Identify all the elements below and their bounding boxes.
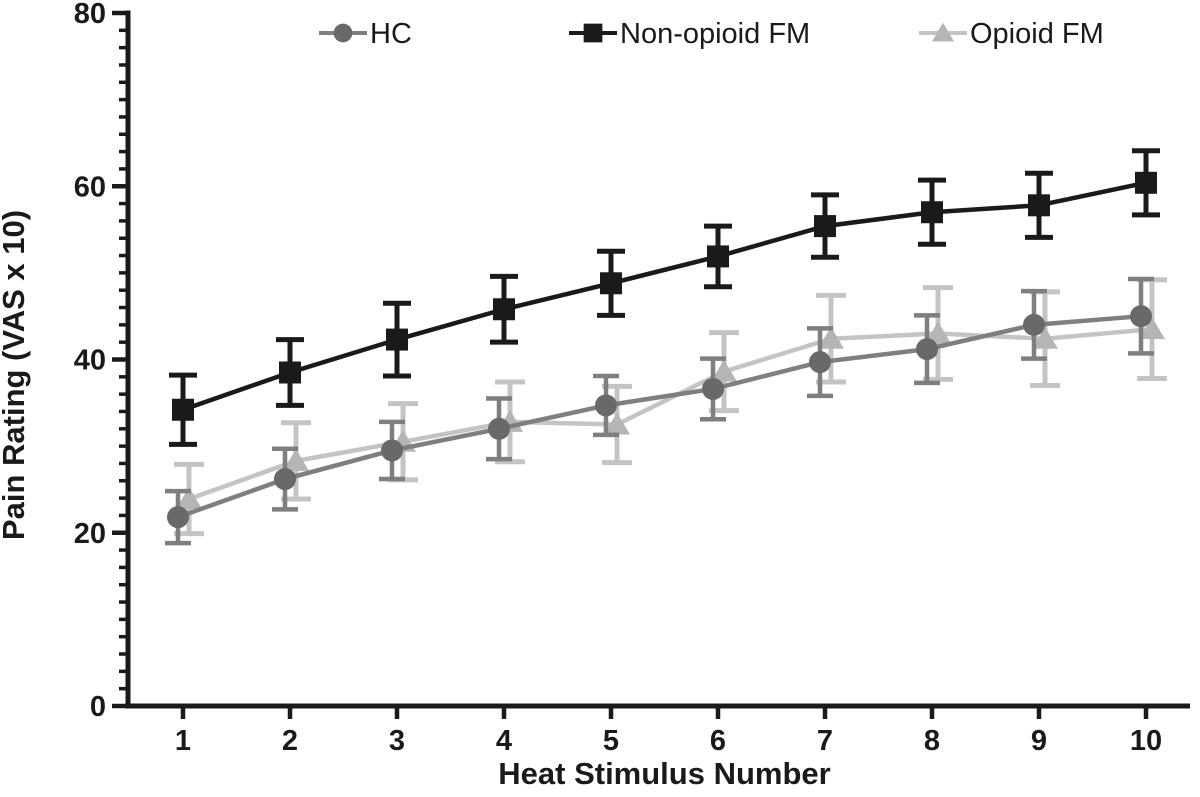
axes: 0 20 40 60 80 1 2 3 4 5 6 7 8 9 10 (74, 0, 1190, 757)
square-marker-non-opioid-fm-point-3 (386, 329, 408, 351)
x-tick-label: 10 (1130, 725, 1162, 757)
x-tick-label: 7 (817, 725, 833, 757)
series-opioid-fm (174, 280, 1167, 534)
square-marker-non-opioid-fm-point-4 (493, 298, 515, 320)
y-tick-label: 40 (74, 345, 106, 377)
x-tick-label: 5 (603, 725, 619, 757)
square-marker-non-opioid-fm-point-2 (279, 361, 301, 383)
y-axis-title: Pain Rating (VAS x 10) (0, 210, 31, 540)
y-tick-label: 80 (74, 0, 106, 30)
series-line-opioid-fm (189, 329, 1152, 499)
x-tick-label: 9 (1031, 725, 1047, 757)
x-tick-label: 6 (710, 725, 726, 757)
circle-marker-hc-point-10 (1130, 305, 1152, 327)
circle-marker-hc-point-1 (167, 506, 189, 528)
circle-marker-hc-point-6 (702, 378, 724, 400)
x-tick-label: 8 (924, 725, 940, 757)
x-tick-label: 2 (282, 725, 298, 757)
x-tick-label: 3 (389, 725, 405, 757)
series-line-hc (178, 316, 1141, 517)
y-tick-label: 60 (74, 171, 106, 203)
square-marker-non-opioid-fm-point-7 (814, 215, 836, 237)
y-tick-label: 0 (90, 691, 106, 723)
legend-label-non-opioid-fm: Non-opioid FM (620, 18, 810, 50)
legend-item-non-opioid-fm: Non-opioid FM (569, 18, 810, 50)
square-marker-non-opioid-fm-point-1 (172, 399, 194, 421)
square-marker-non-opioid-fm-point-10 (1135, 172, 1157, 194)
circle-marker-hc-point-8 (916, 338, 938, 360)
circle-marker-hc-point-2 (274, 468, 296, 490)
square-marker-non-opioid-fm-point-8 (921, 201, 943, 223)
x-axis-title: Heat Stimulus Number (498, 756, 830, 791)
series-hc (165, 279, 1154, 543)
square-marker-non-opioid-fm-point-5 (600, 272, 622, 294)
y-tick-label: 20 (74, 518, 106, 550)
legend: HC Non-opioid FM Opioid FM (319, 18, 1104, 50)
x-tick-label: 4 (496, 725, 512, 757)
chart-figure: 0 20 40 60 80 1 2 3 4 5 6 7 8 9 10 Heat Stimulus Number… (0, 0, 1200, 797)
square-icon (584, 24, 603, 43)
legend-item-hc: HC (319, 18, 412, 50)
pain-rating-line-chart: 0 20 40 60 80 1 2 3 4 5 6 7 8 9 10 Heat Stimulus Number… (0, 0, 1200, 797)
square-marker-non-opioid-fm-point-9 (1028, 194, 1050, 216)
circle-icon (334, 24, 353, 43)
series-line-non-opioid-fm (183, 183, 1146, 410)
circle-marker-hc-point-4 (488, 418, 510, 440)
circle-marker-hc-point-3 (381, 439, 403, 461)
circle-marker-hc-point-9 (1023, 314, 1045, 336)
legend-label-opioid-fm: Opioid FM (970, 18, 1104, 50)
x-tick-label: 1 (175, 725, 191, 757)
legend-label-hc: HC (370, 18, 412, 50)
square-marker-non-opioid-fm-point-6 (707, 245, 729, 267)
circle-marker-hc-point-5 (595, 394, 617, 416)
legend-item-opioid-fm: Opioid FM (919, 18, 1104, 50)
circle-marker-hc-point-7 (809, 351, 831, 373)
